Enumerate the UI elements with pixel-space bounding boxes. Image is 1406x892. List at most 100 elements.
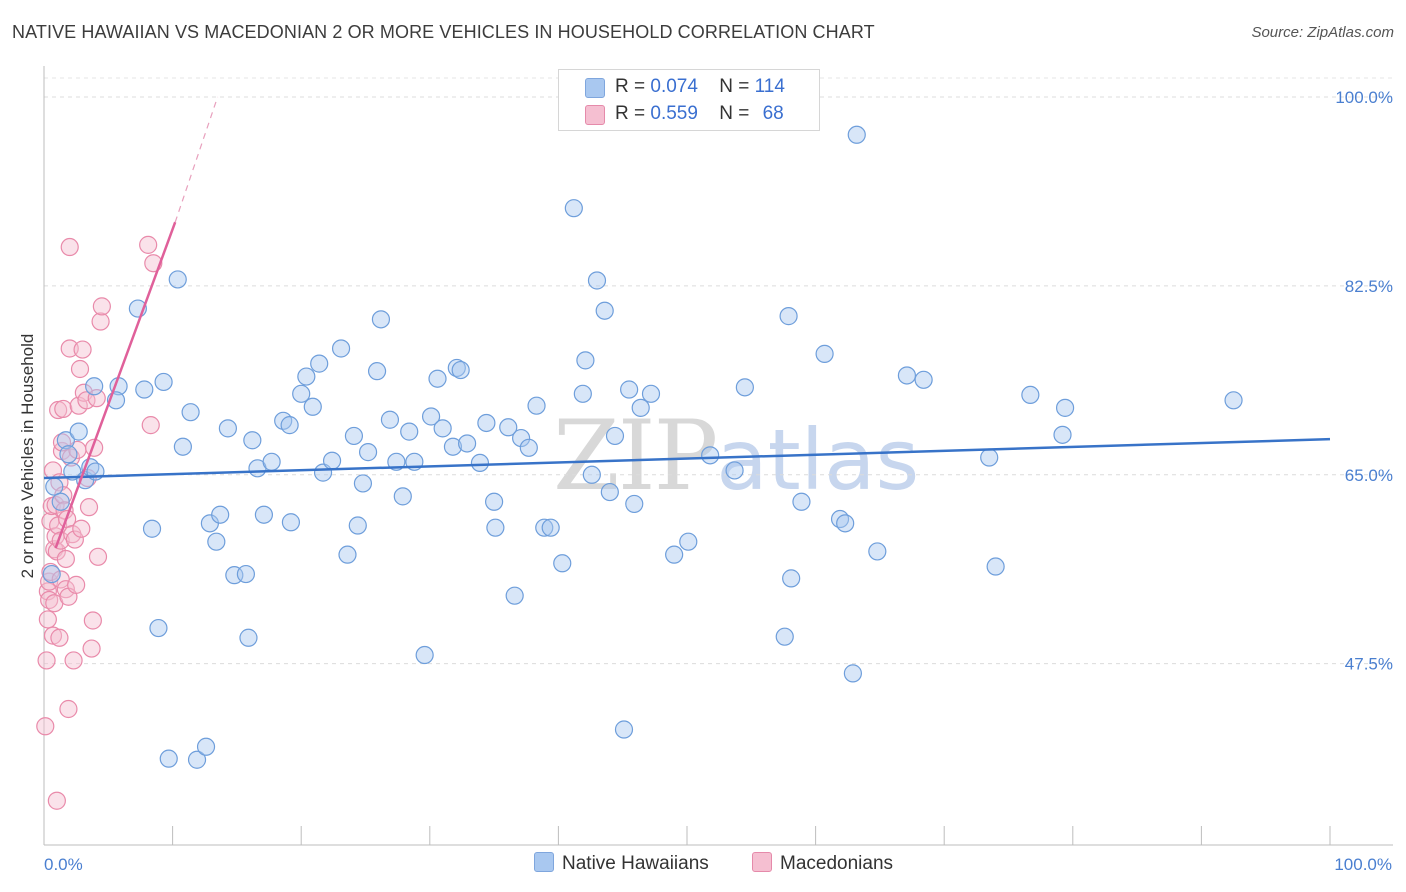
native-hawaiian-point <box>371 310 391 329</box>
native-hawaiian-point <box>595 301 614 320</box>
macedonian-point <box>79 498 99 517</box>
bottom-legend-swatch-blue <box>534 852 554 872</box>
trend-lines <box>43 96 1331 549</box>
native-hawaiian-point <box>187 750 207 769</box>
native-hawaiian-point <box>207 532 226 551</box>
native-hawaiian-point <box>45 477 64 496</box>
bottom-legend-native-hawaiians: Native Hawaiians <box>534 852 709 875</box>
native-hawaiian-point <box>519 438 538 457</box>
native-hawaiian-point <box>181 403 200 422</box>
native-hawaiians-points <box>42 125 1243 769</box>
native-hawaiian-point <box>600 482 619 502</box>
macedonian-point <box>73 340 92 359</box>
native-hawaiian-point <box>173 437 192 456</box>
native-hawaiian-point <box>281 513 301 532</box>
native-hawaiian-point <box>1055 398 1075 417</box>
native-hawaiian-point <box>679 532 698 551</box>
macedonians-points <box>36 235 163 810</box>
native-hawaiian-point <box>196 737 216 756</box>
legend-r-label: R = <box>615 103 646 124</box>
native-hawaiian-point <box>576 351 595 370</box>
legend-r-value: 0.074 <box>650 76 698 97</box>
native-hawaiian-point <box>868 542 887 561</box>
legend-n-value: 114 <box>754 76 785 97</box>
macedonian-point <box>46 495 65 515</box>
native-hawaiian-point <box>541 518 560 537</box>
stats-legend: R = 0.074 N = 114 R = 0.559 N = 68 <box>558 69 820 131</box>
native-hawaiian-point <box>457 434 477 453</box>
native-hawaiian-point <box>477 413 496 433</box>
macedonian-point <box>50 628 69 647</box>
macedonian-point <box>38 610 57 629</box>
native-hawaiian-point <box>51 492 70 511</box>
macedonian-point <box>82 639 101 658</box>
macedonian-point <box>139 235 158 254</box>
native-hawaiian-point <box>1224 391 1243 410</box>
legend-r-value: 0.559 <box>650 103 698 124</box>
native-hawaiian-point <box>236 564 256 584</box>
legend-n-value: 68 <box>762 103 784 124</box>
native-hawaiians-trend-line <box>43 437 1331 480</box>
legend-swatch-pink <box>585 105 605 125</box>
native-hawaiian-point <box>218 419 237 438</box>
native-hawaiian-point <box>428 369 447 388</box>
macedonian-point <box>60 237 79 257</box>
native-hawaiian-point <box>393 487 412 506</box>
native-hawaiian-point <box>59 445 78 464</box>
legend-r-label: R = <box>615 76 646 97</box>
macedonians-trend-line <box>54 221 177 549</box>
macedonian-point <box>60 339 79 358</box>
macedonian-point <box>56 549 75 569</box>
macedonian-point <box>88 547 108 566</box>
macedonians-trend-extension <box>174 96 219 223</box>
native-hawaiian-point <box>159 749 178 768</box>
native-hawaiian-point <box>587 271 607 290</box>
y-tick-label: 82.5% <box>1345 277 1393 296</box>
native-hawaiian-point <box>292 384 311 403</box>
native-hawaiian-point <box>701 446 720 465</box>
legend-row-macedonians: R = 0.559 N = 68 <box>585 103 784 125</box>
native-hawaiian-point <box>211 505 230 524</box>
macedonian-point <box>54 399 73 419</box>
bottom-legend-swatch-pink <box>752 852 772 872</box>
native-hawaiian-point <box>512 428 531 448</box>
native-hawaiian-point <box>605 426 625 446</box>
native-hawaiian-point <box>836 514 855 533</box>
macedonian-point <box>59 699 78 719</box>
native-hawaiian-point <box>443 437 463 456</box>
x-tick-label: 100.0% <box>1334 855 1392 874</box>
native-hawaiian-point <box>641 384 661 403</box>
native-hawaiian-point <box>56 431 75 450</box>
native-hawaiian-point <box>331 339 351 358</box>
tick-labels: 47.5% 65.0% 82.5% 100.0% 0.0% 100.0% <box>44 88 1393 874</box>
native-hawaiian-point <box>631 398 650 417</box>
native-hawaiian-point <box>980 448 999 467</box>
native-hawaiian-point <box>353 474 373 493</box>
native-hawaiian-point <box>914 370 933 389</box>
native-hawaiian-point <box>280 416 299 435</box>
native-hawaiian-point <box>485 492 504 511</box>
native-hawaiian-point <box>433 419 452 438</box>
native-hawaiian-point <box>620 380 639 399</box>
native-hawaiian-point <box>553 554 572 573</box>
native-hawaiian-point <box>348 516 367 535</box>
native-hawaiian-point <box>986 557 1005 576</box>
native-hawaiian-point <box>400 422 419 441</box>
y-axis-label: 2 or more Vehicles in Household <box>18 334 37 579</box>
native-hawaiian-point <box>243 431 262 450</box>
native-hawaiian-point <box>69 422 88 441</box>
native-hawaiian-point <box>735 378 754 397</box>
legend-swatch-blue <box>585 78 605 98</box>
native-hawaiian-point <box>358 443 378 462</box>
native-hawaiian-point <box>451 360 470 380</box>
native-hawaiian-point <box>486 518 505 537</box>
macedonian-point <box>70 359 90 379</box>
macedonian-point <box>67 575 86 594</box>
macedonian-point <box>87 389 106 408</box>
y-tick-label: 100.0% <box>1335 88 1393 107</box>
legend-n-label: N = <box>719 76 750 97</box>
native-hawaiian-point <box>380 410 400 429</box>
native-hawaiian-point <box>338 545 357 564</box>
native-hawaiian-point <box>470 453 490 473</box>
legend-n-label: N = <box>719 103 750 124</box>
